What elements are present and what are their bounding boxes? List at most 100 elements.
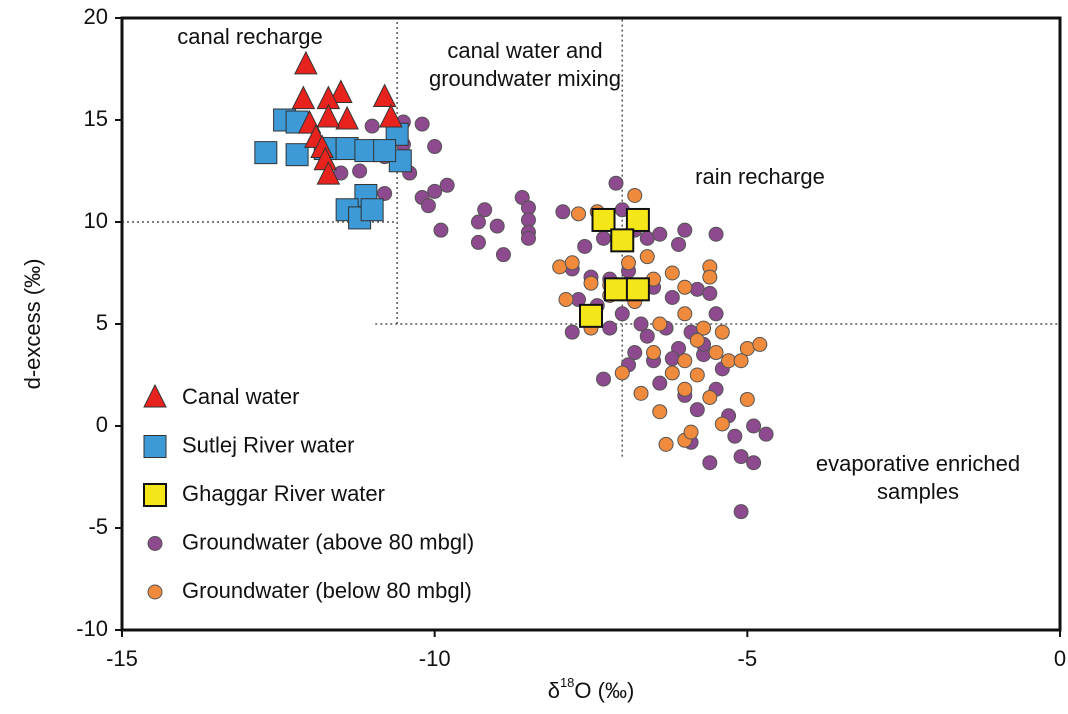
circle-marker [596, 371, 612, 387]
legend-marker [147, 584, 163, 600]
circle-marker [427, 183, 443, 199]
circle-marker [495, 247, 511, 263]
circle-marker [746, 418, 762, 434]
triangle-marker [372, 83, 397, 108]
circle-marker [633, 385, 649, 401]
square-marker [579, 303, 603, 328]
circle-marker [558, 292, 574, 308]
circle-marker [689, 281, 705, 297]
x-tick-label: -15 [106, 646, 138, 671]
circle-marker [733, 353, 749, 369]
circle-marker [671, 236, 687, 252]
circle-marker [639, 230, 655, 246]
circle-marker [677, 279, 693, 295]
circle-marker [614, 365, 630, 381]
y-tick-label: -10 [76, 616, 108, 641]
circle-marker [633, 316, 649, 332]
circle-marker [708, 306, 724, 322]
y-tick-label: -5 [88, 514, 108, 539]
triangle-marker [316, 160, 341, 185]
circle-marker [664, 351, 680, 367]
annotation: groundwater mixing [429, 66, 621, 91]
circle-marker [520, 230, 536, 246]
y-axis-label: d-excess (‰) [20, 259, 45, 390]
x-tick-label: -5 [738, 646, 758, 671]
square-marker [604, 277, 629, 302]
legend-marker [147, 536, 163, 551]
circle-marker [596, 230, 612, 246]
circle-marker [564, 255, 580, 271]
circle-marker [652, 404, 668, 420]
circle-marker [439, 177, 455, 193]
circle-marker [470, 214, 486, 230]
square-marker [254, 141, 278, 165]
circle-marker [664, 365, 680, 381]
circle-marker [689, 332, 705, 348]
circle-marker [664, 265, 680, 281]
legend-label: Groundwater (below 80 mbgl) [182, 578, 472, 603]
circle-marker [352, 163, 368, 179]
circle-marker [364, 118, 380, 134]
triangle-marker [379, 103, 403, 128]
circle-marker [689, 367, 705, 383]
circle-marker [689, 402, 705, 418]
y-tick-label: 15 [84, 106, 108, 131]
circle-marker [489, 218, 505, 234]
circle-marker [608, 175, 624, 191]
circle-marker [427, 139, 443, 155]
circle-marker [470, 234, 486, 250]
x-axis-label: δ18O (‰) [548, 675, 635, 702]
y-tick-label: 20 [84, 4, 108, 29]
square-marker [591, 207, 616, 232]
square-marker [625, 277, 650, 302]
circle-marker [702, 389, 718, 405]
circle-marker [677, 222, 693, 238]
circle-marker [752, 336, 768, 352]
circle-marker [733, 504, 749, 520]
circle-marker [677, 381, 693, 397]
circle-marker [652, 316, 668, 332]
circle-marker [708, 226, 724, 242]
y-tick-label: 5 [96, 310, 108, 335]
circle-marker [702, 269, 718, 285]
circle-marker [746, 455, 762, 471]
circle-marker [739, 391, 755, 407]
annotation: canal recharge [177, 24, 323, 49]
square-marker [625, 207, 650, 232]
x-tick-label: 0 [1054, 646, 1066, 671]
circle-marker [420, 198, 436, 214]
circle-marker [721, 353, 737, 369]
square-marker [360, 198, 384, 222]
circle-marker [433, 222, 449, 238]
square-marker [285, 143, 309, 167]
legend-marker [143, 483, 167, 507]
triangle-marker [316, 103, 341, 128]
triangle-marker [329, 79, 353, 103]
legend-label: Sutlej River water [182, 432, 354, 457]
circle-marker [652, 226, 668, 242]
circle-marker [677, 306, 693, 322]
circle-marker [702, 455, 718, 471]
legend-label: Canal water [182, 384, 299, 409]
circle-marker [677, 353, 693, 369]
circle-marker [570, 206, 586, 222]
circle-marker [664, 289, 680, 305]
circle-marker [714, 324, 730, 340]
circle-marker [652, 375, 668, 391]
legend-label: Ghaggar River water [182, 481, 385, 506]
circle-marker [702, 285, 718, 301]
circle-marker [552, 259, 568, 275]
circle-marker [646, 345, 662, 361]
circle-marker [708, 345, 724, 361]
circle-marker [555, 204, 571, 220]
circle-marker [564, 324, 580, 340]
circle-marker [627, 187, 643, 203]
triangle-marker [291, 85, 316, 110]
circle-marker [377, 185, 393, 201]
circle-marker [614, 306, 630, 322]
square-marker [373, 139, 397, 163]
circle-marker [621, 255, 637, 271]
annotation: samples [877, 479, 959, 504]
